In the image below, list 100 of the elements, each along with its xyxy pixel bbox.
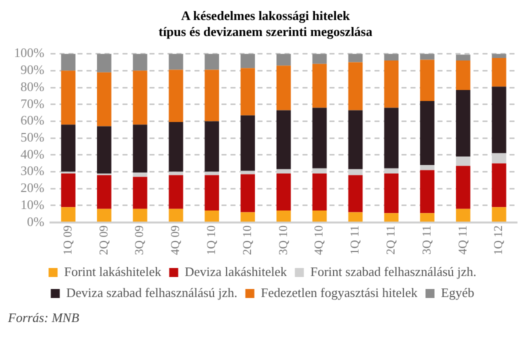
bar bbox=[492, 163, 506, 208]
bar bbox=[456, 90, 470, 157]
y-tick-label: 30% bbox=[20, 163, 44, 178]
y-tick-label: 60% bbox=[20, 112, 44, 128]
bar bbox=[276, 66, 291, 110]
bar bbox=[96, 175, 112, 209]
bar bbox=[420, 170, 434, 214]
x-tick-label: 4Q 10 bbox=[312, 225, 326, 256]
y-tick-label: 90% bbox=[20, 62, 44, 78]
bar bbox=[384, 60, 399, 108]
bar bbox=[132, 54, 148, 71]
bar bbox=[132, 124, 148, 173]
text: Forrás: MNB bbox=[8, 310, 80, 326]
bar bbox=[240, 54, 255, 68]
bar bbox=[168, 175, 184, 209]
x-tick-label: 1Q 09 bbox=[60, 225, 74, 256]
x-tick-label: 1Q 10 bbox=[204, 225, 218, 256]
bar bbox=[240, 68, 255, 116]
bar bbox=[61, 54, 76, 71]
x-tick-label: 3Q 11 bbox=[419, 225, 434, 255]
bar bbox=[420, 60, 434, 101]
x-tick-label: 1Q 12 bbox=[491, 225, 506, 256]
x-tick-label: 1Q 11 bbox=[348, 225, 362, 255]
x-tick-label: 2Q 09 bbox=[96, 225, 110, 256]
legend-label: Deviza lakáshitelek bbox=[184, 264, 288, 279]
bar bbox=[312, 210, 327, 222]
bar bbox=[492, 86, 506, 154]
bar bbox=[420, 100, 434, 166]
bar bbox=[492, 54, 506, 58]
legend-label: Egyéb bbox=[441, 284, 474, 300]
bar bbox=[348, 54, 363, 62]
bar bbox=[456, 60, 470, 90]
bar bbox=[348, 212, 363, 222]
x-tick-label: 4Q 09 bbox=[168, 225, 182, 256]
bar bbox=[168, 70, 184, 122]
bar bbox=[61, 124, 76, 172]
bar bbox=[96, 126, 112, 174]
x-tick-label: 2Q 10 bbox=[240, 225, 254, 256]
y-tick-label: 20% bbox=[20, 180, 44, 196]
bar bbox=[96, 208, 112, 222]
legend-label: Deviza szabad felhasználású jzh. bbox=[66, 284, 238, 300]
bar bbox=[204, 54, 220, 70]
bar bbox=[312, 173, 327, 211]
bar bbox=[456, 208, 470, 222]
bar bbox=[456, 54, 470, 61]
bar bbox=[132, 208, 148, 222]
bar bbox=[348, 110, 363, 170]
y-tick-label: 80% bbox=[20, 78, 44, 94]
bar bbox=[276, 110, 291, 170]
bar bbox=[96, 54, 112, 72]
legend-label: Fedezetlen fogyasztási hitelek bbox=[260, 284, 418, 300]
bar bbox=[61, 173, 76, 208]
y-tick-label: 70% bbox=[20, 96, 44, 111]
y-tick-label: 100% bbox=[14, 45, 44, 60]
bar bbox=[456, 166, 470, 209]
bar bbox=[168, 122, 184, 172]
bar bbox=[132, 176, 148, 209]
bar bbox=[132, 172, 148, 177]
bar bbox=[96, 72, 112, 126]
x-tick-label: 4Q 11 bbox=[455, 225, 470, 255]
bar bbox=[276, 54, 291, 66]
bar bbox=[204, 210, 220, 222]
bar bbox=[168, 54, 184, 70]
bar bbox=[240, 212, 255, 222]
bar bbox=[384, 213, 399, 222]
bar bbox=[61, 70, 76, 125]
bar bbox=[204, 175, 220, 211]
bar bbox=[384, 173, 399, 214]
bar bbox=[312, 108, 327, 168]
bar bbox=[132, 70, 148, 125]
bar bbox=[420, 213, 434, 222]
bar bbox=[204, 121, 220, 172]
bar bbox=[240, 115, 255, 171]
x-tick-label: 3Q 09 bbox=[132, 225, 146, 256]
bar bbox=[312, 64, 327, 108]
bar bbox=[420, 54, 434, 60]
y-tick-label: 40% bbox=[20, 146, 44, 162]
bar bbox=[492, 207, 506, 222]
bar bbox=[420, 165, 434, 170]
y-tick-label: 50% bbox=[20, 129, 44, 144]
legend-label: Forint szabad felhasználású jzh. bbox=[310, 264, 476, 279]
bar bbox=[492, 58, 506, 87]
bar bbox=[240, 174, 255, 212]
bar bbox=[168, 208, 184, 222]
bar bbox=[348, 62, 363, 110]
bar bbox=[312, 54, 327, 64]
bar bbox=[384, 54, 399, 61]
y-tick-label: 0% bbox=[26, 214, 44, 229]
y-tick-label: 10% bbox=[20, 196, 44, 212]
bar bbox=[276, 173, 291, 211]
bar bbox=[204, 70, 220, 122]
chart-title: A késedelmes lakossági hitelek típus és devizanem szerinti megoszlása bbox=[158, 8, 374, 40]
bar bbox=[384, 108, 399, 168]
bar bbox=[456, 156, 470, 166]
bar bbox=[348, 175, 363, 212]
x-tick-label: 3Q 10 bbox=[276, 225, 290, 256]
bar bbox=[61, 207, 76, 222]
legend-label: Forint lakáshitelek bbox=[64, 264, 162, 279]
x-tick-label: 2Q 11 bbox=[384, 225, 398, 255]
bar bbox=[276, 210, 291, 222]
